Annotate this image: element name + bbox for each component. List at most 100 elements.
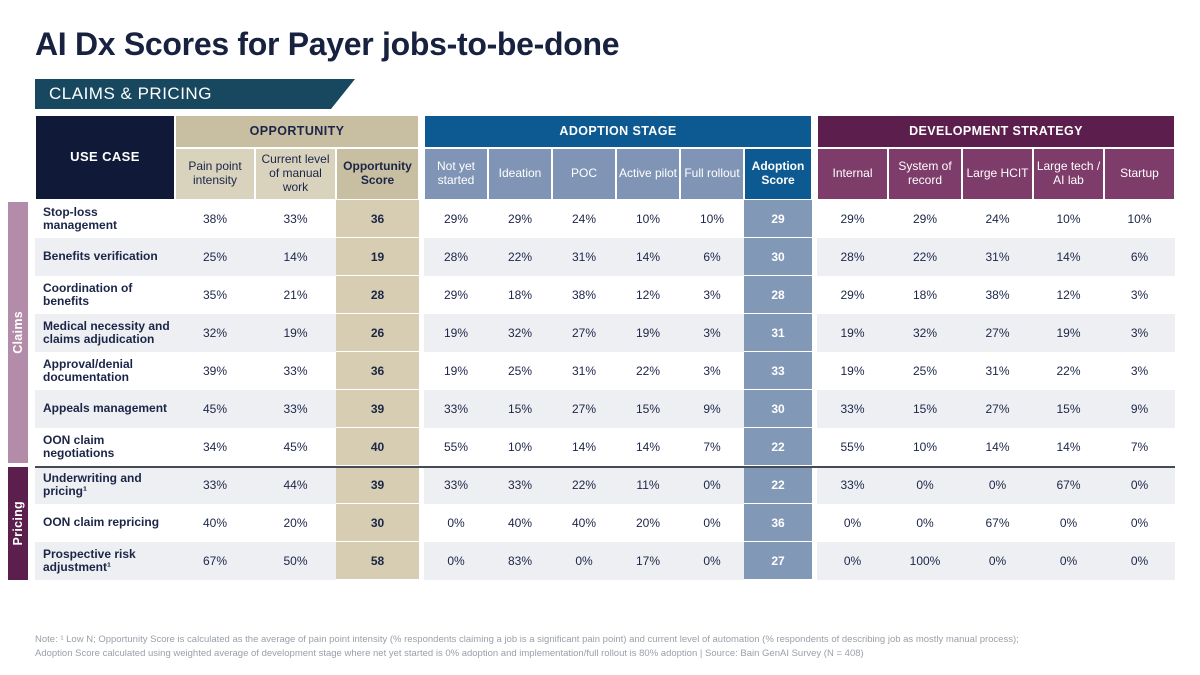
development-strategy-cell: 22%	[1033, 352, 1104, 390]
adoption-stage-cell: 11%	[616, 466, 680, 504]
adoption-stage-cell: 0%	[680, 542, 744, 580]
adoption-stage-cell: 22%	[552, 466, 616, 504]
development-strategy-cell: 33%	[817, 390, 888, 428]
adoption-score-cell: 30	[744, 390, 812, 428]
adoption-stage-cell: 15%	[488, 390, 552, 428]
use-case-cell: OON claim negotiations	[35, 428, 175, 466]
development-strategy-cell: 3%	[1104, 314, 1175, 352]
development-strategy-cell: 0%	[888, 466, 962, 504]
development-strategy-cell: 0%	[1104, 466, 1175, 504]
col-header-large-tech-ai-lab: Large tech / AI lab	[1033, 148, 1104, 200]
development-strategy-cell: 19%	[817, 314, 888, 352]
opportunity-score-cell: 40	[336, 428, 419, 466]
col-header-poc: POC	[552, 148, 616, 200]
adoption-score-cell: 29	[744, 200, 812, 238]
development-strategy-cell: 29%	[817, 276, 888, 314]
col-header-current-manual-work: Current level of manual work	[255, 148, 336, 200]
col-header-internal: Internal	[817, 148, 888, 200]
development-strategy-cell: 29%	[888, 200, 962, 238]
development-strategy-cell: 0%	[1104, 504, 1175, 542]
col-header-adoption-score: Adoption Score	[744, 148, 812, 200]
opportunity-score-cell: 36	[336, 200, 419, 238]
pain-point-intensity-cell: 67%	[175, 542, 255, 580]
adoption-stage-cell: 33%	[424, 466, 488, 504]
col-header-startup: Startup	[1104, 148, 1175, 200]
adoption-stage-cell: 24%	[552, 200, 616, 238]
use-case-cell: Underwriting and pricing¹	[35, 466, 175, 504]
development-strategy-cell: 31%	[962, 352, 1033, 390]
pain-point-intensity-cell: 40%	[175, 504, 255, 542]
development-strategy-cell: 55%	[817, 428, 888, 466]
development-strategy-cell: 24%	[962, 200, 1033, 238]
current-manual-work-cell: 45%	[255, 428, 336, 466]
development-strategy-cell: 22%	[888, 238, 962, 276]
use-case-cell: Stop-loss management	[35, 200, 175, 238]
pain-point-intensity-cell: 34%	[175, 428, 255, 466]
adoption-stage-cell: 55%	[424, 428, 488, 466]
col-header-ideation: Ideation	[488, 148, 552, 200]
adoption-stage-cell: 19%	[424, 352, 488, 390]
development-strategy-cell: 12%	[1033, 276, 1104, 314]
development-strategy-cell: 38%	[962, 276, 1033, 314]
adoption-stage-cell: 29%	[424, 276, 488, 314]
col-header-large-hcit: Large HCIT	[962, 148, 1033, 200]
adoption-stage-cell: 7%	[680, 428, 744, 466]
adoption-stage-cell: 27%	[552, 314, 616, 352]
adoption-stage-cell: 14%	[616, 428, 680, 466]
development-strategy-cell: 6%	[1104, 238, 1175, 276]
adoption-stage-cell: 19%	[616, 314, 680, 352]
development-strategy-cell: 0%	[962, 466, 1033, 504]
use-case-cell: Coordination of benefits	[35, 276, 175, 314]
adoption-stage-cell: 17%	[616, 542, 680, 580]
development-strategy-cell: 3%	[1104, 352, 1175, 390]
current-manual-work-cell: 21%	[255, 276, 336, 314]
adoption-stage-cell: 40%	[488, 504, 552, 542]
development-strategy-cell: 32%	[888, 314, 962, 352]
adoption-stage-cell: 33%	[488, 466, 552, 504]
adoption-stage-cell: 9%	[680, 390, 744, 428]
opportunity-score-cell: 30	[336, 504, 419, 542]
adoption-stage-cell: 19%	[424, 314, 488, 352]
adoption-score-cell: 28	[744, 276, 812, 314]
adoption-stage-cell: 10%	[616, 200, 680, 238]
development-strategy-cell: 0%	[888, 504, 962, 542]
use-case-cell: Prospective risk adjustment¹	[35, 542, 175, 580]
opportunity-score-cell: 28	[336, 276, 419, 314]
adoption-stage-cell: 33%	[424, 390, 488, 428]
col-header-active-pilot: Active pilot	[616, 148, 680, 200]
pain-point-intensity-cell: 32%	[175, 314, 255, 352]
adoption-stage-cell: 3%	[680, 352, 744, 390]
development-strategy-cell: 27%	[962, 314, 1033, 352]
current-manual-work-cell: 14%	[255, 238, 336, 276]
col-header-full-rollout: Full rollout	[680, 148, 744, 200]
development-strategy-cell: 15%	[1033, 390, 1104, 428]
current-manual-work-cell: 19%	[255, 314, 336, 352]
development-strategy-cell: 0%	[817, 504, 888, 542]
opportunity-score-cell: 58	[336, 542, 419, 580]
score-table: USE CASE OPPORTUNITY ADOPTION STAGE DEVE…	[35, 115, 1175, 580]
adoption-stage-cell: 15%	[616, 390, 680, 428]
adoption-stage-cell: 0%	[680, 504, 744, 542]
col-header-not-yet-started: Not yet started	[424, 148, 488, 200]
development-strategy-cell: 0%	[1104, 542, 1175, 580]
use-case-header: USE CASE	[35, 115, 175, 200]
adoption-stage-cell: 3%	[680, 314, 744, 352]
adoption-stage-cell: 0%	[424, 504, 488, 542]
current-manual-work-cell: 33%	[255, 390, 336, 428]
development-strategy-cell: 0%	[1033, 542, 1104, 580]
footnote: Note: ¹ Low N; Opportunity Score is calc…	[35, 634, 1019, 660]
adoption-stage-cell: 40%	[552, 504, 616, 542]
adoption-stage-cell: 0%	[680, 466, 744, 504]
use-case-cell: Benefits verification	[35, 238, 175, 276]
adoption-score-cell: 27	[744, 542, 812, 580]
adoption-stage-cell: 32%	[488, 314, 552, 352]
current-manual-work-cell: 44%	[255, 466, 336, 504]
adoption-score-cell: 22	[744, 428, 812, 466]
col-header-system-of-record: System of record	[888, 148, 962, 200]
development-strategy-cell: 9%	[1104, 390, 1175, 428]
use-case-cell: Approval/denial documentation	[35, 352, 175, 390]
opportunity-score-cell: 39	[336, 390, 419, 428]
development-strategy-cell: 31%	[962, 238, 1033, 276]
adoption-stage-cell: 27%	[552, 390, 616, 428]
pain-point-intensity-cell: 25%	[175, 238, 255, 276]
